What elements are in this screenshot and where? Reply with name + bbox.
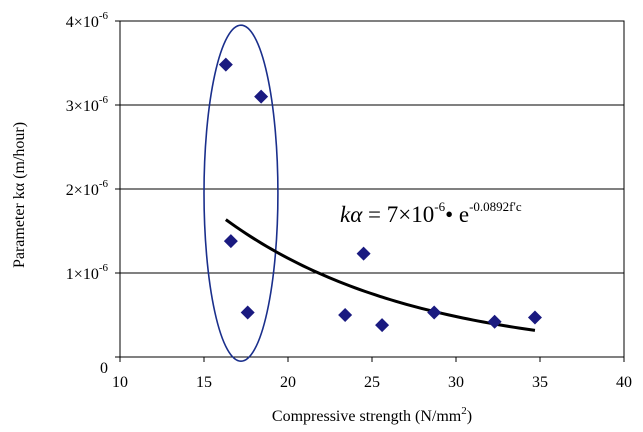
x-axis-title: Compressive strength (N/mm2): [272, 405, 472, 425]
x-tick-label-3: 25: [364, 374, 380, 391]
y-tick-label-3: 3×10-6: [66, 94, 109, 115]
y-tick-label-1: 1×10-6: [66, 262, 109, 283]
x-tick-label-4: 30: [448, 374, 464, 391]
y-axis-ticks: 0 1×10-6 2×10-6 3×10-6 4×10-6: [66, 10, 120, 377]
data-point-5: [356, 246, 371, 261]
data-point-2: [223, 234, 238, 249]
x-tick-label-6: 40: [616, 374, 632, 391]
data-points: [218, 57, 542, 333]
data-point-3: [240, 305, 255, 320]
x-tick-label-0: 10: [112, 374, 128, 391]
data-point-4: [338, 308, 353, 322]
fit-equation: kα = 7×10-6• e-0.0892f'c: [340, 199, 522, 227]
highlight-ellipse-group: [203, 24, 279, 362]
x-axis-ticks: 10 15 20 25 30 35 40: [112, 357, 632, 391]
x-axis-title-tail: ): [467, 408, 472, 425]
fit-curve: [224, 218, 536, 332]
fit-curve-group: [224, 218, 536, 332]
x-tick-label-1: 15: [196, 374, 212, 391]
fit-equation-coef-exp: -6: [434, 199, 445, 214]
fit-equation-lhs: kα: [340, 202, 363, 227]
fit-equation-exp: -0.0892f'c: [469, 199, 522, 214]
data-point-0: [218, 57, 233, 72]
data-point-9: [527, 310, 542, 325]
fit-equation-mid: = 7×10: [362, 202, 434, 227]
y-tick-label-2: 2×10-6: [66, 178, 109, 199]
y-tick-label-4: 4×10-6: [66, 10, 109, 31]
data-point-1: [254, 89, 269, 104]
x-axis-title-main: Compressive strength (N/mm: [272, 408, 462, 425]
data-point-6: [375, 318, 390, 333]
data-point-7: [427, 305, 442, 320]
grid-lines: [120, 104, 624, 274]
data-point-8: [487, 314, 502, 329]
x-tick-label-5: 35: [532, 374, 548, 391]
fit-equation-base: • e: [445, 202, 469, 227]
y-tick-label-0: 0: [100, 360, 108, 377]
x-axis-title-sup: 2: [461, 405, 467, 417]
y-axis-title: Parameter kα (m/hour): [11, 122, 28, 268]
x-tick-label-2: 20: [280, 374, 296, 391]
highlight-ellipse: [203, 24, 279, 362]
